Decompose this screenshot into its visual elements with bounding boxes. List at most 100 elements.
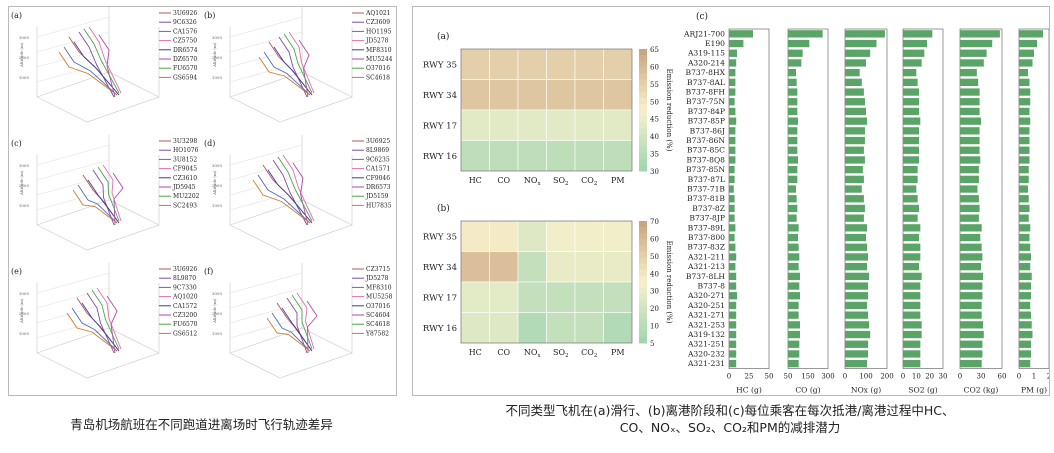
heat-cell (574, 251, 604, 283)
bar (729, 360, 737, 368)
category-label: B737-8FH (686, 87, 726, 96)
bar (960, 69, 977, 77)
bar (729, 146, 736, 154)
bar (903, 360, 921, 368)
axis-label: SO2 (g) (908, 386, 937, 395)
colorbar-segment (639, 103, 647, 111)
bar (1019, 263, 1031, 271)
tick-label: 2 (1047, 373, 1049, 381)
tick-label: 1000 (212, 75, 223, 80)
bar (729, 39, 744, 48)
panel-label: (d) (204, 139, 215, 148)
bar (903, 175, 918, 183)
category-label: A321-251 (687, 340, 725, 349)
bar (1019, 156, 1030, 164)
colorbar-segment (639, 294, 647, 301)
trajectory-line (78, 31, 115, 98)
colorbar-segment (639, 263, 647, 271)
bar (1019, 88, 1031, 96)
bar (788, 30, 823, 38)
bar (845, 214, 864, 222)
heat-cell (603, 48, 633, 80)
bar (1019, 107, 1030, 116)
grid-line (36, 189, 110, 211)
column-label: CO2 (581, 348, 597, 359)
trajectory-line (286, 297, 308, 354)
bar-series: 0 1 2PM (g) (1017, 28, 1051, 395)
heat-cell (574, 220, 604, 252)
heat-cell (517, 251, 547, 283)
axis-label: Altitude (m) (212, 298, 217, 324)
bar (788, 127, 798, 135)
colorbar-segment (639, 300, 647, 307)
bar (845, 311, 869, 319)
grid-line (36, 16, 110, 38)
tick-label: 1 (1032, 373, 1036, 381)
bar (960, 350, 983, 358)
bar (903, 98, 919, 106)
bar (960, 78, 979, 86)
bar (845, 78, 862, 86)
heat-cell (603, 79, 633, 111)
bar (845, 263, 868, 271)
bar (960, 340, 983, 348)
legend-label: JD5278 (365, 38, 389, 45)
colorbar-segment (639, 61, 647, 68)
heat-cell (460, 79, 490, 111)
bar (729, 136, 736, 145)
bar (729, 263, 736, 271)
trajectory-line (88, 26, 122, 94)
bar (903, 350, 921, 358)
bar (960, 136, 980, 145)
trajectory-line (66, 312, 118, 352)
frame-line (229, 283, 353, 379)
colorbar-segment (639, 239, 647, 246)
legend-label: JD5945 (172, 184, 196, 191)
legend-label: CA1571 (366, 166, 390, 173)
bar (1019, 360, 1031, 368)
bar (1019, 166, 1029, 174)
trajectory-line (271, 312, 311, 352)
colorbar-segment (639, 97, 647, 105)
colorbar-tick: 60 (650, 235, 659, 243)
bar (960, 30, 1000, 38)
bar (729, 311, 737, 319)
bar (845, 69, 860, 77)
colorbar-segment (639, 49, 647, 56)
heat-cell (460, 312, 490, 344)
bar (960, 49, 987, 57)
colorbar-segment (639, 288, 647, 295)
frame-line (36, 283, 160, 379)
heat-cell (517, 140, 547, 172)
bar (845, 39, 877, 48)
colorbar-segment (639, 146, 647, 154)
bar (1019, 243, 1031, 251)
legend-label: FU6570 (173, 321, 198, 328)
grid-line (229, 16, 303, 38)
bar (845, 321, 870, 329)
category-label: B737-85N (686, 165, 725, 174)
bar (788, 69, 796, 77)
tick-label: 2000 (19, 311, 30, 316)
bar (788, 272, 800, 280)
grid-line (229, 31, 303, 53)
category-label: A321-253 (687, 320, 725, 329)
heat-cell (489, 48, 519, 80)
category-label: A320-271 (687, 291, 725, 300)
heat-cell (460, 281, 490, 313)
bar (729, 214, 735, 222)
frame-line (36, 199, 160, 226)
heat-cell (603, 251, 633, 283)
trajectory-line (102, 164, 122, 222)
legend-label: 8L9870 (173, 275, 196, 282)
heat-cell (546, 281, 576, 313)
bar (960, 204, 980, 213)
tick-label: 1000 (19, 203, 30, 208)
category-label: B737-71B (687, 184, 725, 193)
bar (1019, 292, 1031, 300)
grid-line (36, 287, 110, 309)
colorbar-segment (639, 152, 647, 160)
row-label: RWY 17 (423, 121, 457, 131)
axis-label: NOx (g) (851, 386, 881, 395)
